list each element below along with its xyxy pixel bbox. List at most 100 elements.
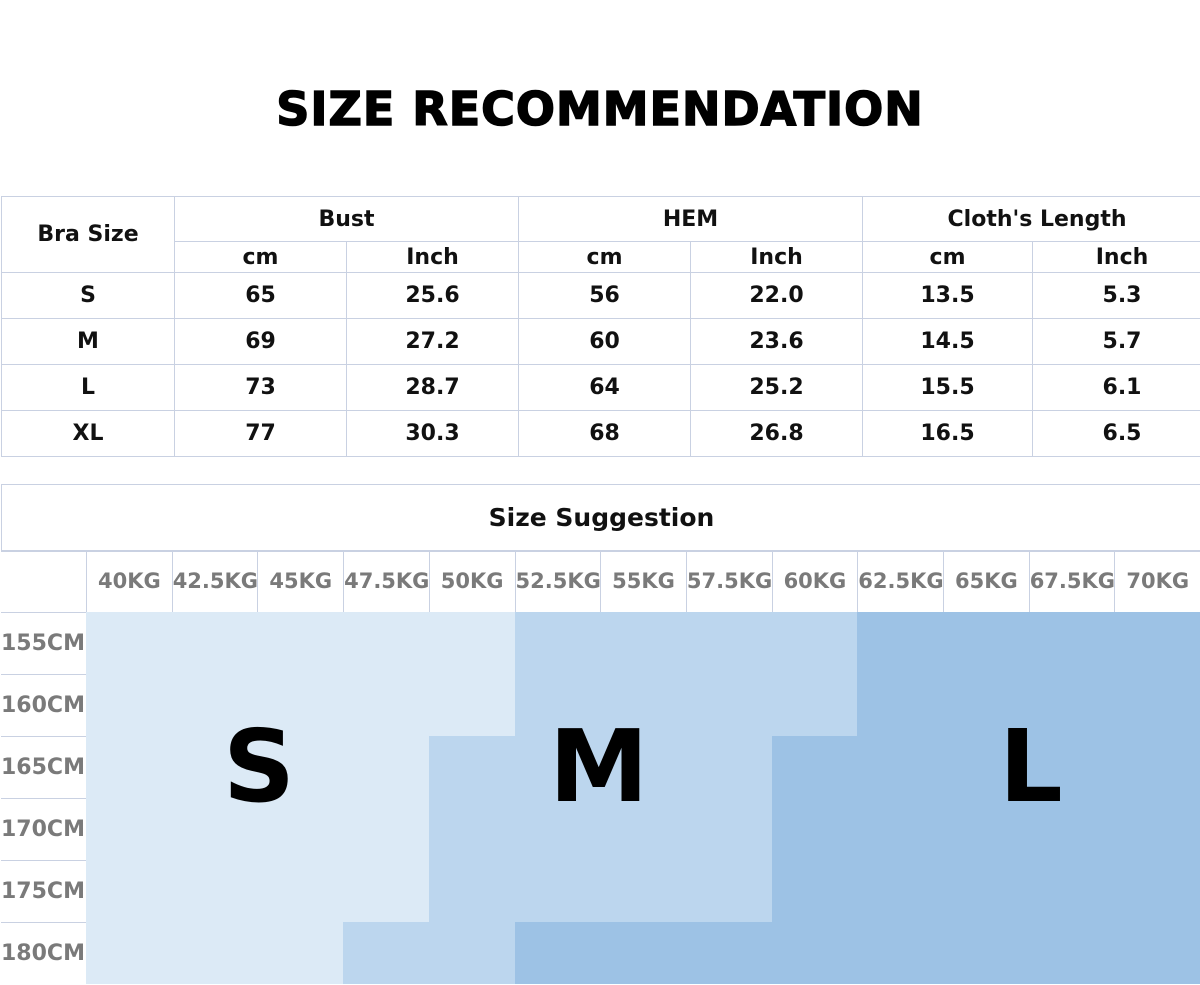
weight-label: 40KG — [86, 551, 172, 612]
size-cell-M — [600, 860, 687, 922]
size-region-label-L: L — [999, 717, 1063, 817]
value-cell: 28.7 — [347, 365, 519, 411]
size-cell-L — [1114, 612, 1200, 674]
value-cell: 77 — [175, 411, 347, 457]
size-cell-M — [429, 860, 516, 922]
size-cell-L — [1029, 860, 1116, 922]
weight-label: 57.5KG — [686, 551, 772, 612]
size-cell-L — [600, 922, 687, 984]
size-cell-L — [772, 922, 859, 984]
size-region-label-S: S — [223, 717, 295, 817]
size-cell-L — [1114, 798, 1200, 860]
weight-label: 70KG — [1114, 551, 1200, 612]
value-cell: 23.6 — [691, 319, 863, 365]
height-label: 165CM — [1, 736, 86, 798]
size-cell-M — [429, 798, 516, 860]
size-cell-S — [172, 860, 259, 922]
bust-header: Bust — [175, 197, 519, 242]
size-cell-S — [343, 674, 430, 736]
size-cell-S — [343, 798, 430, 860]
page-title: SIZE RECOMMENDATION — [0, 82, 1200, 136]
size-cell-M — [686, 612, 773, 674]
weight-label: 42.5KG — [172, 551, 258, 612]
value-cell: 5.3 — [1033, 273, 1200, 319]
size-cell-S — [172, 612, 259, 674]
size-cell-L — [1114, 674, 1200, 736]
weight-label: 62.5KG — [857, 551, 943, 612]
value-cell: 16.5 — [863, 411, 1033, 457]
height-label: 170CM — [1, 798, 86, 860]
size-cell: S — [2, 273, 175, 319]
size-cell-M — [600, 612, 687, 674]
size-cell-L — [515, 922, 602, 984]
size-cell-L — [943, 612, 1030, 674]
value-cell: 6.5 — [1033, 411, 1200, 457]
unit-header: cm — [519, 242, 691, 273]
height-label: 160CM — [1, 674, 86, 736]
unit-header: Inch — [1033, 242, 1200, 273]
size-suggestion-title: Size Suggestion — [1, 485, 1200, 552]
unit-header: Inch — [691, 242, 863, 273]
value-cell: 15.5 — [863, 365, 1033, 411]
size-cell-S — [343, 860, 430, 922]
value-cell: 68 — [519, 411, 691, 457]
value-cell: 5.7 — [1033, 319, 1200, 365]
size-cell-L — [1114, 860, 1200, 922]
size-cell-S — [429, 674, 516, 736]
value-cell: 22.0 — [691, 273, 863, 319]
weight-label: 67.5KG — [1029, 551, 1115, 612]
size-cell-S — [172, 922, 259, 984]
size-cell-M — [772, 612, 859, 674]
size-cell-L — [772, 860, 859, 922]
size-cell-L — [772, 736, 859, 798]
size-cell-M — [686, 860, 773, 922]
weight-label: 52.5KG — [515, 551, 601, 612]
value-cell: 73 — [175, 365, 347, 411]
value-cell: 25.2 — [691, 365, 863, 411]
size-cell-L — [686, 922, 773, 984]
unit-header: cm — [175, 242, 347, 273]
height-label: 180CM — [1, 922, 86, 984]
value-cell: 13.5 — [863, 273, 1033, 319]
value-cell: 64 — [519, 365, 691, 411]
value-cell: 56 — [519, 273, 691, 319]
value-cell: 30.3 — [347, 411, 519, 457]
size-cell-M — [686, 798, 773, 860]
size-cell-S — [86, 674, 173, 736]
size-cell: M — [2, 319, 175, 365]
size-cell-M — [686, 736, 773, 798]
value-cell: 65 — [175, 273, 347, 319]
size-cell-M — [429, 736, 516, 798]
value-cell: 26.8 — [691, 411, 863, 457]
size-cell-M — [772, 674, 859, 736]
size-cell-S — [257, 612, 344, 674]
value-cell: 27.2 — [347, 319, 519, 365]
size-cell-L — [1029, 612, 1116, 674]
size-cell-S — [86, 612, 173, 674]
size-cell-L — [943, 860, 1030, 922]
value-cell: 25.6 — [347, 273, 519, 319]
unit-header: Inch — [347, 242, 519, 273]
size-cell-L — [857, 674, 944, 736]
size-cell: L — [2, 365, 175, 411]
size-cell-M — [515, 860, 602, 922]
value-cell: 6.1 — [1033, 365, 1200, 411]
weight-label: 45KG — [257, 551, 343, 612]
cloth-length-header: Cloth's Length — [863, 197, 1200, 242]
hem-header: HEM — [519, 197, 863, 242]
value-cell: 14.5 — [863, 319, 1033, 365]
size-cell-L — [857, 860, 944, 922]
size-cell-S — [86, 798, 173, 860]
bra-size-header: Bra Size — [2, 197, 175, 273]
value-cell: 69 — [175, 319, 347, 365]
size-cell-L — [772, 798, 859, 860]
size-cell-L — [857, 612, 944, 674]
weight-label: 55KG — [600, 551, 686, 612]
size-cell-L — [857, 922, 944, 984]
size-cell-S — [343, 612, 430, 674]
